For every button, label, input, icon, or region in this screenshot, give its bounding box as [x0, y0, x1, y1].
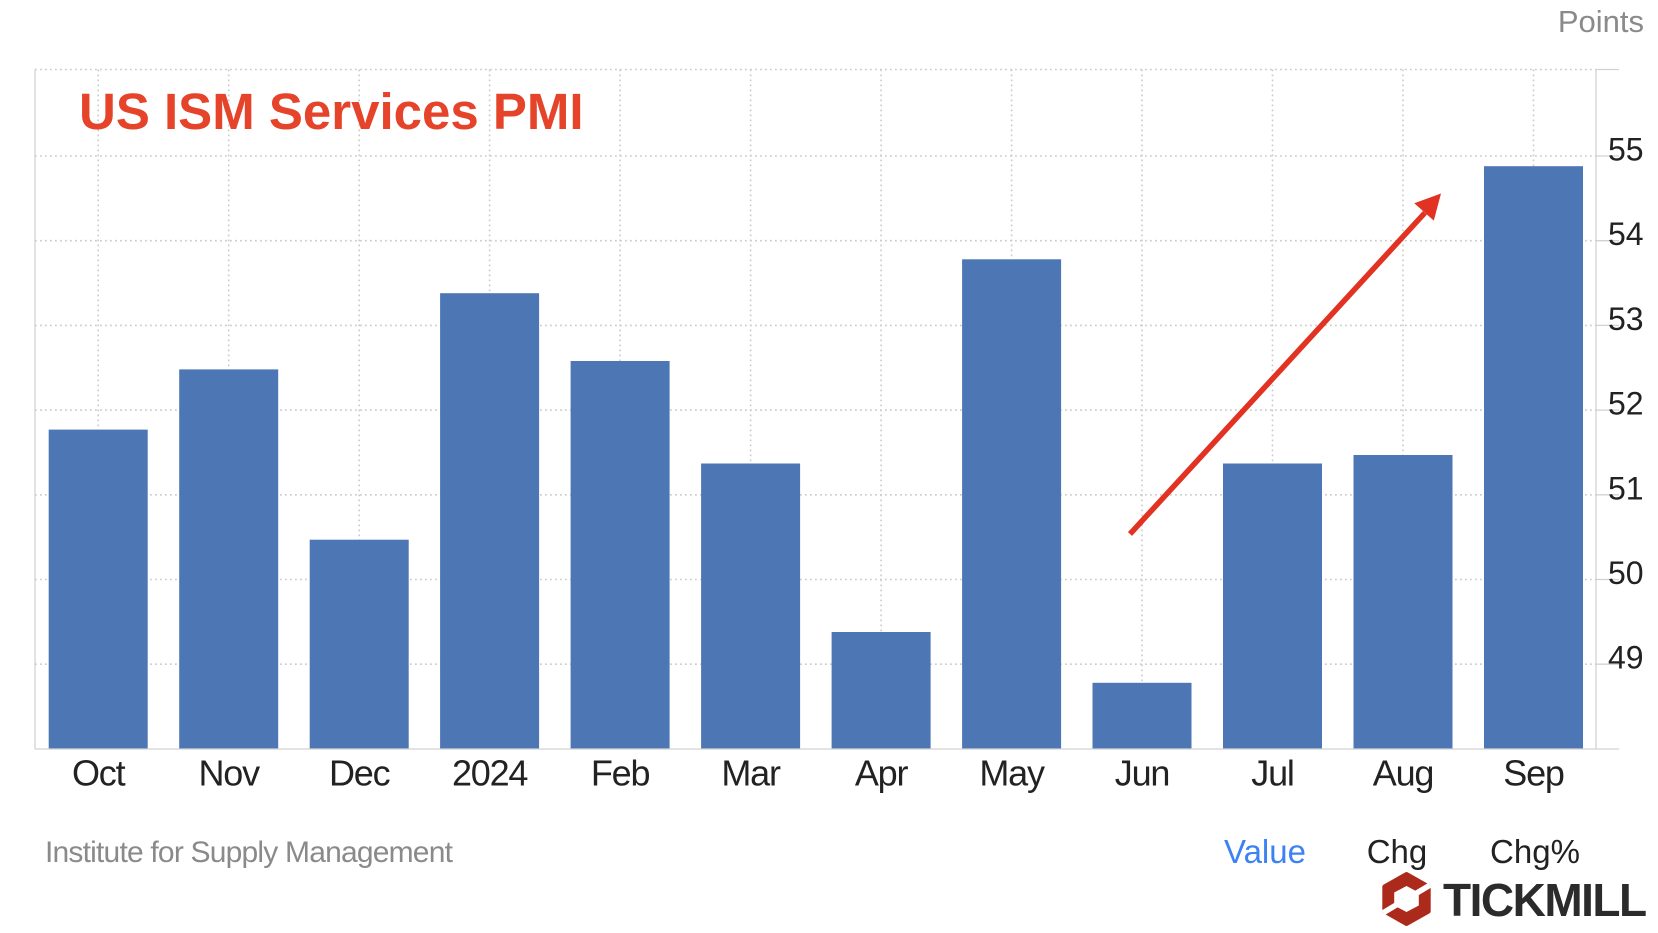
svg-text:Dec: Dec — [329, 753, 391, 794]
svg-text:Apr: Apr — [855, 753, 909, 794]
svg-text:Institute for Supply Managemen: Institute for Supply Management — [45, 836, 454, 869]
svg-text:49: 49 — [1608, 640, 1644, 676]
svg-text:TICKMILL: TICKMILL — [1443, 874, 1646, 926]
svg-text:Points: Points — [1558, 4, 1644, 39]
svg-text:Jun: Jun — [1115, 753, 1169, 794]
svg-text:Oct: Oct — [72, 753, 126, 794]
svg-text:52: 52 — [1608, 386, 1644, 422]
svg-text:US ISM Services PMI: US ISM Services PMI — [79, 83, 584, 140]
svg-text:53: 53 — [1608, 301, 1644, 337]
svg-text:Chg: Chg — [1367, 833, 1428, 870]
svg-text:May: May — [979, 753, 1045, 794]
svg-text:Value: Value — [1224, 833, 1306, 870]
svg-text:Aug: Aug — [1373, 753, 1433, 794]
svg-text:Feb: Feb — [591, 753, 650, 794]
svg-text:55: 55 — [1608, 132, 1644, 168]
svg-text:2024: 2024 — [452, 753, 527, 794]
svg-text:Jul: Jul — [1251, 753, 1293, 794]
svg-text:54: 54 — [1608, 216, 1644, 252]
svg-text:51: 51 — [1608, 470, 1644, 506]
svg-text:Chg%: Chg% — [1490, 833, 1580, 870]
svg-text:50: 50 — [1608, 555, 1644, 591]
svg-text:Nov: Nov — [198, 753, 260, 794]
svg-text:Mar: Mar — [721, 753, 781, 794]
svg-text:Sep: Sep — [1503, 753, 1564, 794]
